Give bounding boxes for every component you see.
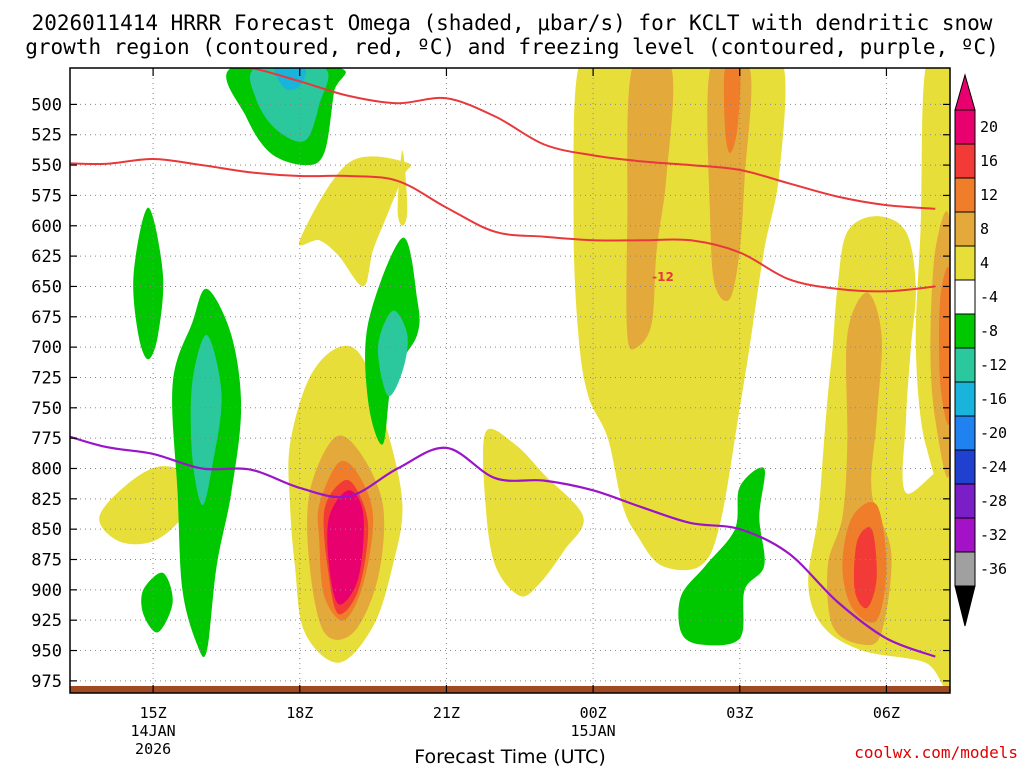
x-tick-label: 00Z — [580, 704, 607, 722]
colorbar-label: 16 — [980, 152, 998, 170]
omega-region-10 — [626, 68, 674, 350]
colorbar-label: 8 — [980, 220, 989, 238]
ground-terrain — [70, 686, 950, 693]
chart-title-line1: 2026011414 HRRR Forecast Omega (shaded, … — [32, 11, 993, 35]
y-tick-label: 900 — [31, 581, 62, 601]
omega-region-19 — [939, 267, 950, 425]
omega-region-23 — [133, 207, 164, 360]
colorbar-bottom-arrow — [954, 585, 976, 627]
grid-lines — [70, 68, 950, 693]
colorbar-label: -16 — [980, 390, 1007, 408]
y-tick-label: 850 — [31, 520, 62, 540]
omega-region-29 — [678, 467, 765, 646]
omega-region-7 — [482, 428, 584, 597]
colorbar-label: -28 — [980, 492, 1007, 510]
omega-region-25 — [190, 334, 222, 506]
x-axis-title: Forecast Time (UTC) — [414, 746, 605, 768]
y-tick-label: 825 — [31, 490, 62, 510]
y-tick-label: 875 — [31, 551, 62, 571]
y-tick-label: 750 — [31, 399, 62, 419]
dgz-bottom-contour — [244, 68, 936, 210]
omega-region-6 — [99, 466, 198, 545]
colorbar-label: -4 — [980, 288, 998, 306]
colorbar-swatch-3 — [954, 211, 976, 247]
omega-region-28 — [377, 310, 408, 397]
colorbar-swatch-1 — [954, 143, 976, 179]
y-tick-label: 800 — [31, 459, 62, 479]
x-tick-label: 03Z — [726, 704, 753, 722]
plot-frame — [69, 67, 951, 694]
contour-lines — [70, 68, 936, 658]
colorbar-swatch-9 — [954, 415, 976, 451]
y-tick-label: 550 — [31, 156, 62, 176]
y-tick-label: 625 — [31, 247, 62, 267]
colorbar-swatch-5 — [954, 279, 976, 315]
y-tick-label: 575 — [31, 186, 62, 206]
omega-region-0 — [298, 156, 411, 287]
colorbar-swatch-2 — [954, 177, 976, 213]
omega-region-12 — [723, 68, 741, 153]
colorbar-swatch-8 — [954, 381, 976, 417]
omega-region-26 — [141, 572, 173, 633]
credit-text: coolwx.com/models — [854, 743, 1018, 762]
y-tick-label: 950 — [31, 642, 62, 662]
omega-region-8 — [397, 150, 408, 226]
freezing-level-contour — [70, 435, 936, 658]
colorbar-swatch-12 — [954, 517, 976, 553]
colorbar-label: 20 — [980, 118, 998, 136]
x-tick-year: 2026 — [135, 740, 171, 758]
colorbar-label: -8 — [980, 322, 998, 340]
y-tick-label: 500 — [31, 95, 62, 115]
y-tick-label: 525 — [31, 126, 62, 146]
colorbar-swatch-6 — [954, 313, 976, 349]
x-tick-label: 21Z — [433, 704, 460, 722]
colorbar-label: -12 — [980, 356, 1007, 374]
chart-title-line2: growth region (contoured, red, ºC) and f… — [25, 35, 999, 59]
colorbar-swatch-10 — [954, 449, 976, 485]
y-tick-label: 650 — [31, 277, 62, 297]
y-tick-label: 775 — [31, 429, 62, 449]
dgz-top-contour — [70, 157, 936, 293]
contour-label-minus12: -12 — [652, 270, 674, 284]
y-tick-label: 975 — [31, 672, 62, 692]
colorbar: 20 16 12 8 4 -4 -8 -12 -16 -20 -24 -28 -32 -36 — [954, 73, 1007, 627]
colorbar-swatch-13 — [954, 551, 976, 587]
colorbar-label: -32 — [980, 526, 1007, 544]
colorbar-label: -36 — [980, 560, 1007, 578]
omega-region-21 — [249, 68, 329, 142]
x-tick-date: 14JAN — [131, 722, 176, 740]
x-tick-label: 18Z — [286, 704, 313, 722]
x-tick-label: 06Z — [873, 704, 900, 722]
colorbar-label: 4 — [980, 254, 989, 272]
y-tick-label: 700 — [31, 338, 62, 358]
omega-region-16 — [853, 527, 877, 609]
x-tick-label: 15Z — [140, 704, 167, 722]
colorbar-top-arrow — [954, 73, 976, 111]
y-tick-label: 600 — [31, 217, 62, 237]
omega-region-5 — [327, 490, 364, 605]
x-tick-date: 15JAN — [571, 722, 616, 740]
y-axis: 500 525 550 575 600 625 650 675 700 725 750 775 800 8… — [31, 95, 950, 692]
colorbar-label: 12 — [980, 186, 998, 204]
colorbar-swatch-11 — [954, 483, 976, 519]
y-tick-label: 675 — [31, 308, 62, 328]
colorbar-swatch-4 — [954, 245, 976, 281]
colorbar-swatch-0 — [954, 109, 976, 145]
omega-shading — [99, 68, 950, 692]
omega-region-11 — [707, 68, 752, 301]
colorbar-label: -24 — [980, 458, 1007, 476]
colorbar-swatch-7 — [954, 347, 976, 383]
y-tick-label: 725 — [31, 368, 62, 388]
y-tick-label: 925 — [31, 611, 62, 631]
colorbar-label: -20 — [980, 424, 1007, 442]
